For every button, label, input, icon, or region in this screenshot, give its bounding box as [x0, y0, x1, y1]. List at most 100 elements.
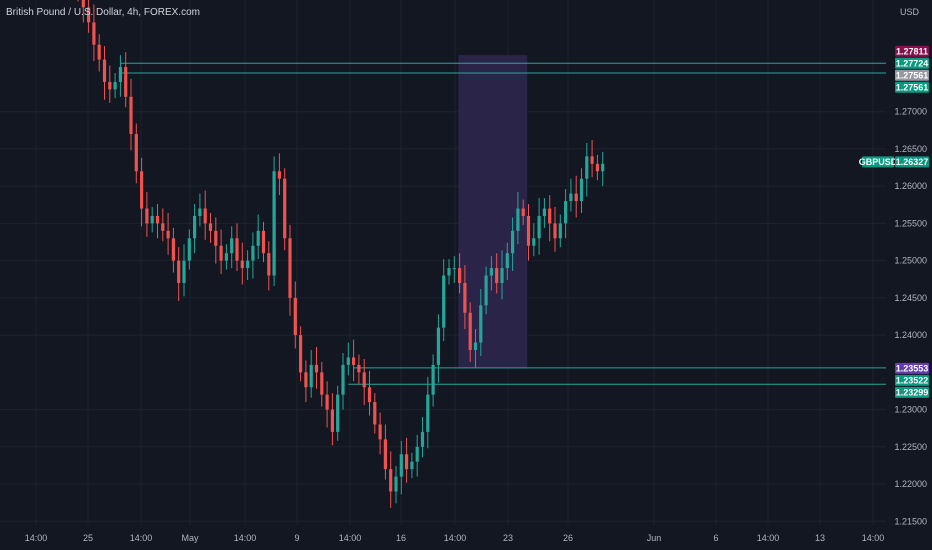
- candle-body[interactable]: [134, 134, 138, 172]
- candle-body[interactable]: [102, 59, 107, 82]
- candle-body[interactable]: [489, 268, 493, 276]
- candle-body[interactable]: [484, 275, 488, 306]
- candle-body[interactable]: [124, 67, 128, 97]
- candle-body[interactable]: [177, 260, 181, 283]
- candle-body[interactable]: [92, 22, 96, 45]
- candle-body[interactable]: [373, 402, 377, 425]
- candle-body[interactable]: [495, 268, 499, 283]
- candle-body[interactable]: [468, 312, 472, 350]
- candle-body[interactable]: [129, 96, 133, 135]
- candle-body[interactable]: [208, 223, 213, 231]
- candle-body[interactable]: [283, 178, 287, 239]
- candle-body[interactable]: [150, 215, 154, 224]
- candle-body[interactable]: [336, 394, 340, 432]
- candle-body[interactable]: [230, 238, 234, 254]
- candle-body[interactable]: [341, 364, 345, 395]
- candle-body[interactable]: [362, 372, 366, 388]
- candle-body[interactable]: [309, 364, 313, 388]
- candle-body[interactable]: [500, 268, 504, 283]
- candle-body[interactable]: [277, 171, 281, 179]
- candle-body[interactable]: [516, 208, 520, 231]
- time-axis[interactable]: 14:00 25 14:00 May 14:00 9 14:00 16 14:00 23 26 Jun…: [25, 533, 885, 543]
- candle-body[interactable]: [553, 223, 557, 239]
- candle-body[interactable]: [452, 268, 456, 270]
- candle-body[interactable]: [320, 372, 324, 395]
- candle-body[interactable]: [420, 431, 425, 447]
- candle-body[interactable]: [595, 163, 599, 172]
- candle-body[interactable]: [240, 260, 244, 269]
- candle-body[interactable]: [182, 260, 186, 283]
- candle-body[interactable]: [299, 335, 303, 373]
- candle-body[interactable]: [590, 156, 594, 164]
- candle-body[interactable]: [219, 245, 223, 261]
- candle-body[interactable]: [108, 81, 112, 90]
- candle-body[interactable]: [463, 282, 467, 313]
- candle-body[interactable]: [325, 394, 329, 410]
- candle-body[interactable]: [389, 469, 393, 492]
- candle-body[interactable]: [352, 357, 356, 365]
- candle-body[interactable]: [304, 372, 308, 388]
- candle-body[interactable]: [548, 208, 552, 224]
- candle-body[interactable]: [261, 230, 266, 254]
- candle-body[interactable]: [293, 297, 297, 336]
- candle-body[interactable]: [118, 67, 122, 82]
- candle-body[interactable]: [235, 238, 239, 261]
- candle-body[interactable]: [314, 364, 319, 373]
- candle-body[interactable]: [214, 230, 218, 246]
- candle-body[interactable]: [511, 230, 515, 254]
- candle-body[interactable]: [479, 305, 483, 343]
- candle-body[interactable]: [198, 208, 202, 216]
- candle-body[interactable]: [378, 424, 382, 440]
- candle-body[interactable]: [267, 253, 271, 276]
- candle-body[interactable]: [442, 275, 446, 328]
- candle-body[interactable]: [415, 446, 419, 462]
- candle-body[interactable]: [251, 245, 255, 261]
- price-axis[interactable]: 1.27000 1.26500 1.26000 1.25500 1.25000 1.245…: [894, 107, 927, 527]
- candle-body[interactable]: [521, 208, 525, 216]
- candle-body[interactable]: [458, 268, 462, 283]
- candle-body[interactable]: [447, 268, 451, 276]
- candle-body[interactable]: [537, 215, 541, 239]
- candle-body[interactable]: [436, 327, 440, 365]
- candle-body[interactable]: [203, 208, 207, 224]
- candle-body[interactable]: [579, 178, 584, 202]
- candle-body[interactable]: [410, 461, 414, 470]
- candle-body[interactable]: [532, 238, 536, 246]
- candle-body[interactable]: [526, 215, 531, 246]
- candle-body[interactable]: [357, 364, 361, 373]
- candle-body[interactable]: [399, 454, 403, 477]
- candle-body[interactable]: [272, 171, 276, 276]
- candle-body[interactable]: [256, 230, 260, 246]
- candle-body[interactable]: [330, 409, 334, 432]
- candle-body[interactable]: [542, 208, 546, 216]
- candle-body[interactable]: [97, 44, 101, 60]
- candle-body[interactable]: [505, 253, 509, 269]
- candle-body[interactable]: [574, 193, 578, 202]
- candle-body[interactable]: [426, 394, 430, 432]
- candle-body[interactable]: [193, 215, 197, 239]
- candle-body[interactable]: [155, 215, 160, 224]
- candle-body[interactable]: [585, 156, 589, 179]
- candle-body[interactable]: [405, 454, 409, 470]
- candle-body[interactable]: [367, 387, 372, 403]
- candle-body[interactable]: [569, 193, 573, 202]
- candle-body[interactable]: [346, 357, 350, 365]
- candle-body[interactable]: [161, 223, 165, 231]
- candle-body[interactable]: [431, 364, 435, 395]
- candle-body[interactable]: [81, 0, 85, 8]
- candle-body[interactable]: [288, 238, 292, 298]
- candles[interactable]: [76, 0, 605, 508]
- candle-body[interactable]: [140, 171, 144, 209]
- candle-body[interactable]: [166, 230, 170, 239]
- candle-body[interactable]: [383, 439, 387, 470]
- candle-body[interactable]: [558, 223, 562, 239]
- candle-body[interactable]: [224, 253, 228, 261]
- candle-body[interactable]: [145, 208, 149, 224]
- candle-body[interactable]: [564, 201, 568, 224]
- candle-body[interactable]: [601, 163, 605, 172]
- candle-body[interactable]: [187, 238, 191, 261]
- candle-body[interactable]: [113, 81, 117, 90]
- candle-body[interactable]: [473, 342, 478, 350]
- candle-body[interactable]: [171, 238, 175, 261]
